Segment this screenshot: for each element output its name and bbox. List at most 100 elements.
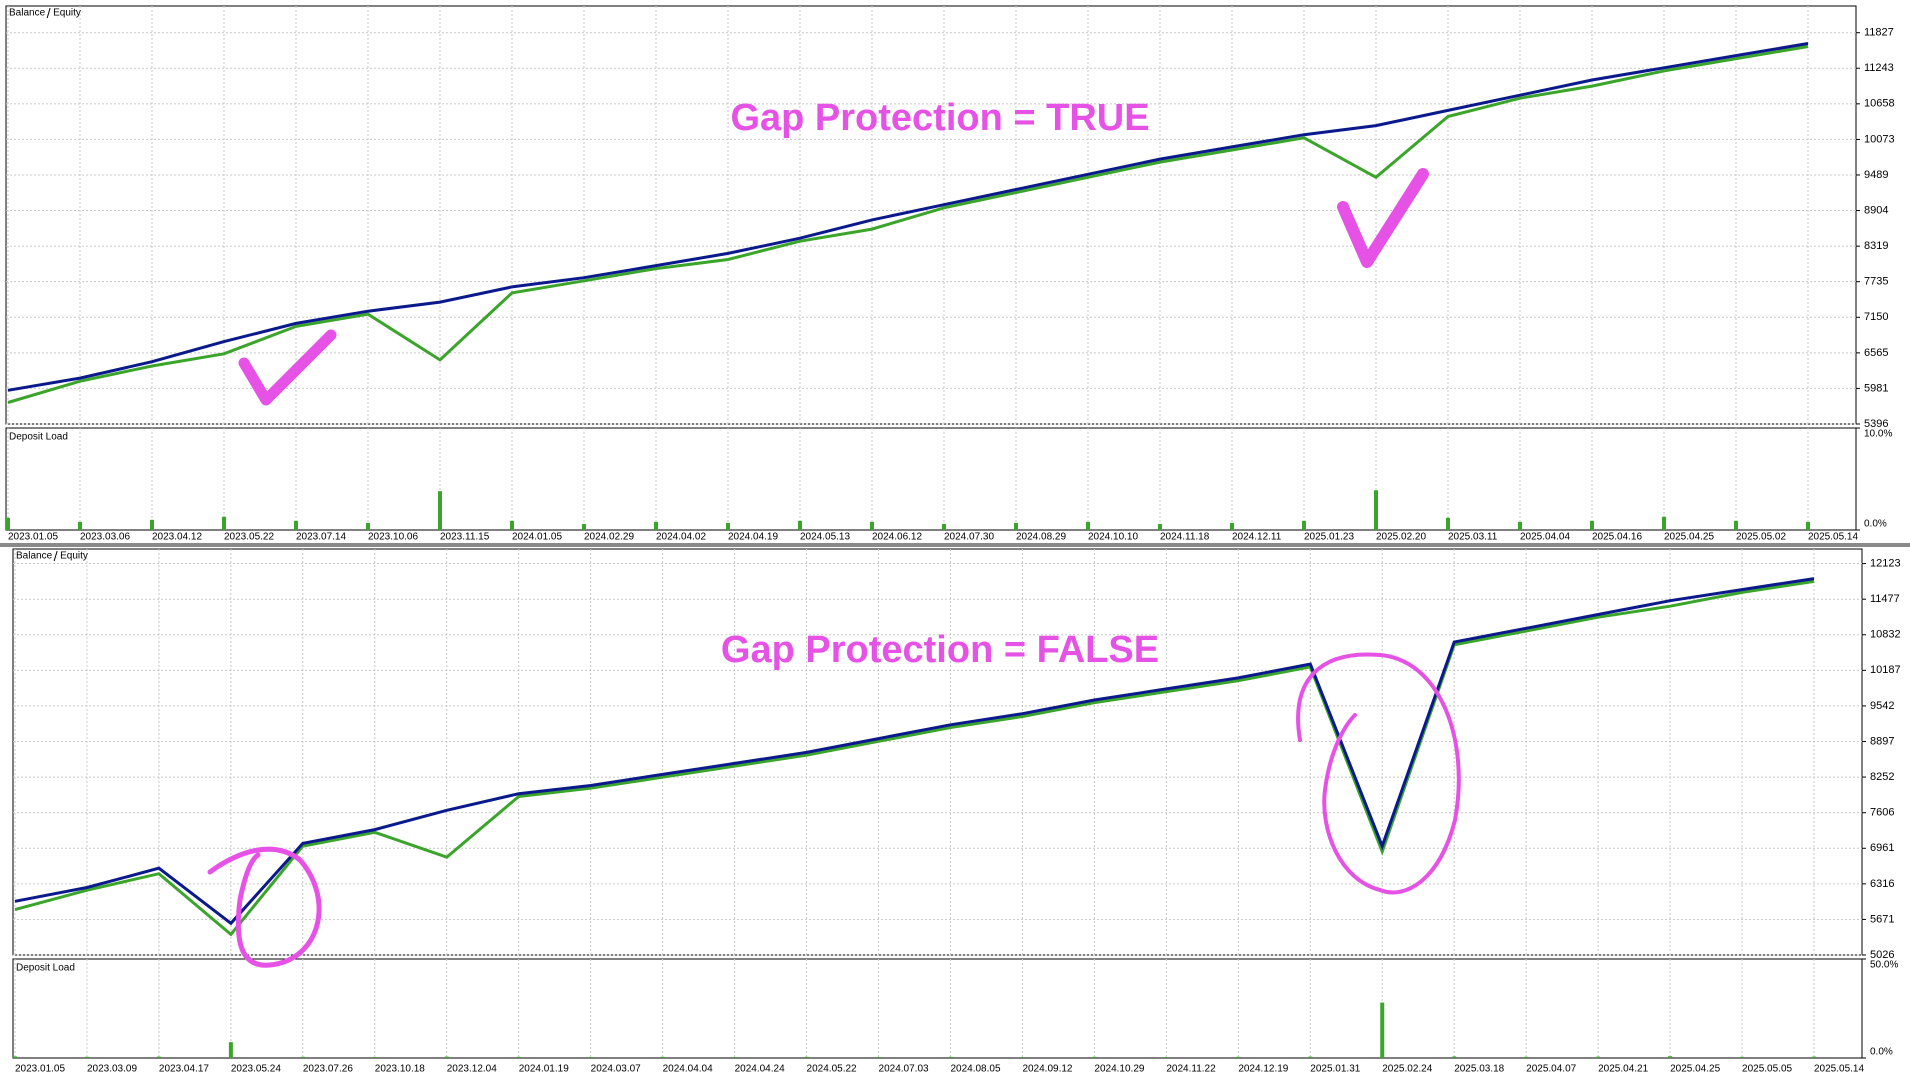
bar — [1518, 521, 1522, 530]
y-tick-label: 6316 — [1870, 878, 1894, 890]
y-tick-label: 5981 — [1864, 382, 1888, 394]
bar — [444, 1056, 449, 1058]
annotation: Gap Protection = FALSE — [721, 629, 1159, 671]
bar — [942, 523, 946, 530]
annotation: Gap Protection = TRUE — [730, 97, 1149, 139]
x-tick-label: 2025.05.14 — [1808, 532, 1858, 543]
plot-area — [12, 548, 1863, 956]
x-tick-label: 2025.04.21 — [1598, 1064, 1648, 1075]
bar — [876, 1057, 881, 1058]
y-tick-label: 11477 — [1870, 593, 1900, 605]
bar — [84, 1056, 89, 1058]
bar — [948, 1056, 953, 1058]
bar — [732, 1057, 737, 1058]
bar — [78, 521, 82, 530]
bar — [588, 1057, 593, 1058]
bar — [156, 1056, 161, 1058]
x-tick-label: 2023.11.15 — [440, 532, 490, 543]
x-tick-label: 2025.01.23 — [1304, 532, 1354, 543]
bar — [582, 523, 586, 530]
bar — [222, 516, 226, 530]
bar — [1740, 1056, 1745, 1058]
series-line — [7, 45, 1809, 404]
x-tick-label: 2024.09.12 — [1022, 1064, 1072, 1075]
bar — [1380, 1002, 1385, 1058]
panel-area — [5, 427, 1857, 531]
bar — [654, 521, 658, 530]
x-tick-label: 2025.04.25 — [1664, 532, 1714, 543]
bar — [1374, 490, 1378, 530]
y-tick-label: 6565 — [1864, 347, 1888, 359]
legend-separator — [46, 7, 51, 19]
y-tick-label: 12123 — [1870, 557, 1901, 569]
y-tick-label: 11243 — [1864, 62, 1894, 74]
y-tick-label: 9489 — [1864, 169, 1888, 181]
x-tick-label: 2024.01.05 — [512, 532, 562, 543]
bar — [1308, 1056, 1313, 1058]
x-tick-label: 2025.03.18 — [1454, 1064, 1504, 1075]
y-tick-label: 50.0% — [1870, 960, 1898, 971]
x-tick-label: 2025.04.04 — [1520, 532, 1570, 543]
x-tick-label: 2025.04.07 — [1526, 1064, 1576, 1075]
bar — [1230, 522, 1234, 530]
x-tick-label: 2024.12.19 — [1238, 1064, 1288, 1075]
bar — [510, 520, 514, 530]
x-tick-label: 2024.05.22 — [807, 1064, 857, 1075]
x-tick-label: 2025.02.20 — [1376, 532, 1426, 543]
bar — [1302, 520, 1306, 530]
bar — [1734, 520, 1738, 530]
y-tick-label: 8904 — [1864, 204, 1888, 216]
x-tick-label: 2024.04.02 — [656, 532, 706, 543]
legend-entry: Balance — [9, 8, 46, 19]
y-tick-label: 7606 — [1870, 807, 1894, 819]
y-tick-label: 8897 — [1870, 735, 1894, 747]
x-tick-label: 2023.05.24 — [231, 1064, 281, 1075]
x-tick-label: 2023.07.26 — [303, 1064, 353, 1075]
bar — [1020, 1057, 1025, 1058]
y-tick-label: 5671 — [1870, 913, 1894, 925]
y-tick-label: 10073 — [1864, 133, 1895, 145]
x-tick-label: 2025.03.11 — [1448, 532, 1498, 543]
x-tick-label: 2024.10.29 — [1094, 1064, 1144, 1075]
bar — [1590, 520, 1594, 530]
x-tick-label: 2024.11.18 — [1160, 532, 1210, 543]
bar — [516, 1056, 521, 1058]
x-tick-label: 2025.02.24 — [1382, 1064, 1432, 1075]
y-tick-label: 9542 — [1870, 700, 1894, 712]
x-tick-label: 2024.08.05 — [950, 1064, 1000, 1075]
legend-separator — [53, 550, 58, 562]
x-tick-label: 2024.12.11 — [1232, 532, 1282, 543]
panel-title: Deposit Load — [9, 432, 68, 443]
y-tick-label: 0.0% — [1864, 519, 1887, 530]
bar — [1158, 523, 1162, 530]
x-tick-label: 2023.07.14 — [296, 532, 346, 543]
x-tick-label: 2024.10.10 — [1088, 532, 1138, 543]
y-tick-label: 8252 — [1870, 771, 1894, 783]
y-tick-label: 5396 — [1864, 418, 1888, 430]
series-line — [14, 579, 1815, 937]
y-tick-label: 8319 — [1864, 240, 1888, 252]
charts: 5396 5981 6565 7150 7735 8319 8904 9489 10073 106… — [5, 5, 1901, 1075]
checkmark — [238, 329, 337, 406]
y-tick-label: 10832 — [1870, 629, 1901, 641]
x-tick-label: 2023.05.22 — [224, 532, 274, 543]
y-tick-label: 10.0% — [1864, 429, 1892, 440]
legend-entry: Equity — [60, 551, 88, 562]
x-tick-label: 2023.03.06 — [80, 532, 130, 543]
circle-mark — [207, 846, 322, 968]
y-tick-label: 0.0% — [1870, 1047, 1893, 1058]
checkmark — [1337, 168, 1429, 268]
circle-mark — [1296, 652, 1461, 895]
x-tick-label: 2025.05.05 — [1742, 1064, 1792, 1075]
bar — [6, 517, 10, 530]
bar — [870, 521, 874, 530]
bar — [1014, 522, 1018, 530]
x-tick-label: 2023.10.18 — [375, 1064, 425, 1075]
series-line — [7, 42, 1809, 392]
x-tick-label: 2024.04.19 — [728, 532, 778, 543]
bar — [1596, 1056, 1601, 1058]
y-tick-label: 5026 — [1870, 949, 1894, 961]
bar — [1806, 521, 1810, 530]
x-tick-label: 2024.04.24 — [735, 1064, 785, 1075]
bar — [1092, 1056, 1097, 1058]
